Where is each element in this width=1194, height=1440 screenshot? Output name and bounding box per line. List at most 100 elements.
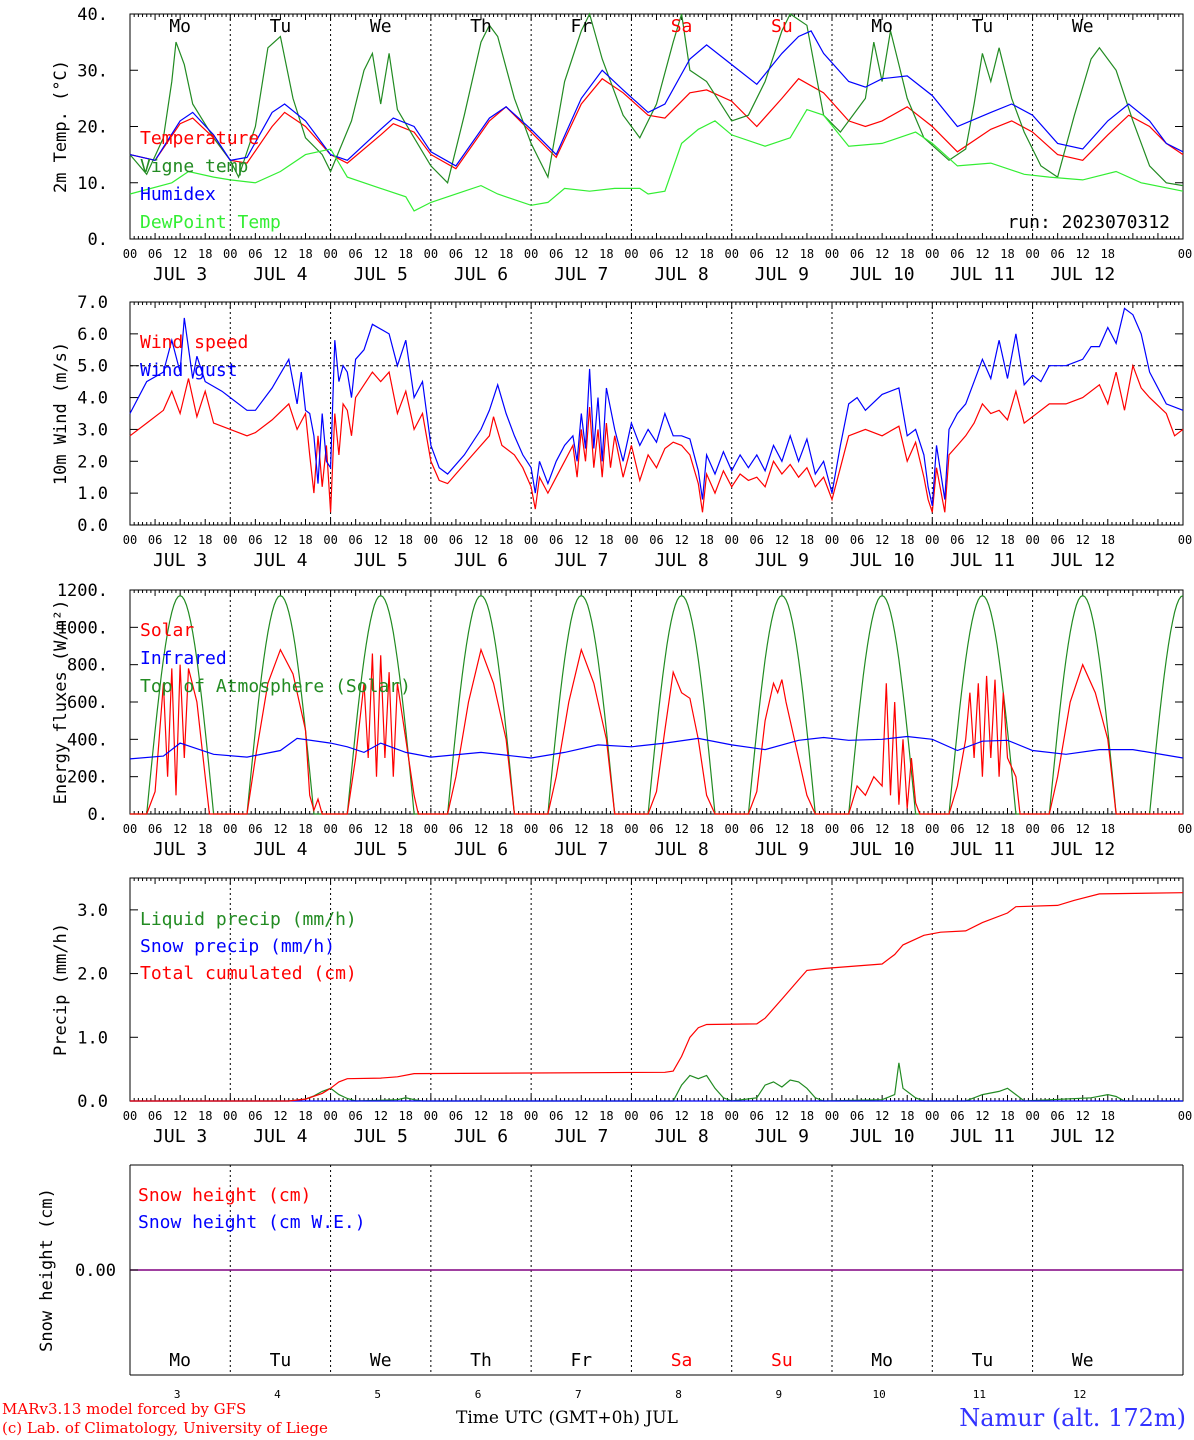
hour-label: 18 — [198, 1109, 212, 1123]
y-tick-label: 0. — [88, 805, 108, 825]
date-label: JUL 5 — [354, 839, 408, 860]
date-label: JUL 12 — [1050, 550, 1115, 571]
hour-label: 18 — [1101, 247, 1115, 261]
hour-label: 00 — [424, 247, 438, 261]
hour-label: 06 — [148, 1109, 162, 1123]
date-label: JUL 12 — [1050, 839, 1115, 860]
hour-label: 18 — [198, 822, 212, 836]
date-label: JUL 10 — [850, 550, 915, 571]
hour-label: 06 — [449, 1109, 463, 1123]
hour-label: 06 — [950, 822, 964, 836]
hour-label: 06 — [850, 822, 864, 836]
y-tick-label: 0. — [88, 230, 108, 250]
hour-label: 00 — [925, 247, 939, 261]
hour-label: 12 — [1075, 247, 1089, 261]
station-name: Namur (alt. 172m) — [959, 1404, 1186, 1432]
hour-label: 00 — [624, 247, 638, 261]
date-label: JUL 5 — [354, 1126, 408, 1147]
hour-label: 18 — [1101, 533, 1115, 547]
hour-label: 00 — [424, 1109, 438, 1123]
hour-label: 06 — [449, 533, 463, 547]
legend-entry: Humidex — [140, 184, 216, 205]
hour-label: 18 — [399, 822, 413, 836]
series-dewpoint-temp — [129, 108, 1184, 212]
legend-entry: Wind speed — [140, 332, 248, 353]
hour-label: 06 — [649, 822, 663, 836]
hour-label: 06 — [549, 247, 563, 261]
hour-label: 18 — [800, 247, 814, 261]
legend-entry: Snow precip (mm/h) — [140, 936, 335, 957]
y-tick-label: 4.0 — [77, 389, 108, 409]
day-number: 4 — [274, 1388, 281, 1401]
legend-entry: DewPoint Temp — [140, 212, 281, 233]
hour-label: 18 — [399, 1109, 413, 1123]
hour-label: 06 — [950, 1109, 964, 1123]
legend-entry: Temperature — [140, 128, 259, 149]
hour-label: 12 — [173, 247, 187, 261]
hour-label: 12 — [574, 822, 588, 836]
hour-label: 06 — [1050, 822, 1064, 836]
hour-label: 12 — [474, 822, 488, 836]
hour-label: 12 — [173, 822, 187, 836]
hour-label: 00 — [724, 247, 738, 261]
y-tick-label: 0.00 — [75, 1261, 116, 1281]
legend-entry: Vigne temp — [140, 156, 248, 177]
day-name: Fr — [570, 1350, 592, 1371]
hour-label: 00 — [123, 1109, 137, 1123]
day-name: We — [1072, 16, 1094, 37]
hour-label: 00 — [1025, 247, 1039, 261]
hour-label: 18 — [699, 1109, 713, 1123]
hour-label: 12 — [273, 247, 287, 261]
day-name: Tu — [270, 16, 292, 37]
hour-label: 12 — [875, 247, 889, 261]
day-number: 3 — [174, 1388, 181, 1401]
y-tick-label: 600. — [67, 693, 108, 713]
hour-label: 18 — [599, 533, 613, 547]
day-name: We — [1072, 1350, 1094, 1371]
hour-label: 00 — [223, 533, 237, 547]
day-number: 11 — [973, 1388, 986, 1401]
hour-label: 00 — [724, 1109, 738, 1123]
hour-label: 18 — [399, 533, 413, 547]
date-label: JUL 4 — [253, 839, 307, 860]
date-label: JUL 9 — [755, 839, 809, 860]
y-axis-title: Energy fluxes (W/m²) — [51, 600, 71, 805]
y-tick-label: 10. — [77, 174, 108, 194]
y-tick-label: 1000. — [57, 618, 108, 638]
hour-label: 06 — [148, 247, 162, 261]
hour-label: 18 — [599, 1109, 613, 1123]
hour-label: 00 — [825, 1109, 839, 1123]
date-label: JUL 9 — [755, 550, 809, 571]
hour-label: 06 — [649, 1109, 663, 1123]
panel-frame-3 — [129, 589, 1184, 815]
hour-label: 18 — [499, 1109, 513, 1123]
hour-label: 18 — [900, 822, 914, 836]
hour-label: 12 — [273, 1109, 287, 1123]
hour-label: 00 — [724, 822, 738, 836]
hour-label: 18 — [900, 1109, 914, 1123]
day-number: 9 — [776, 1388, 783, 1401]
hour-label: 00 — [524, 533, 538, 547]
hour-label: 12 — [373, 822, 387, 836]
legend-entry: Liquid precip (mm/h) — [140, 909, 357, 930]
series-toa-solar — [130, 594, 1184, 815]
day-name: Su — [771, 1350, 793, 1371]
hour-label: 18 — [198, 247, 212, 261]
y-axis-title: 10m Wind (m/s) — [51, 342, 71, 485]
hour-label: 00 — [524, 1109, 538, 1123]
date-label: JUL 6 — [454, 1126, 508, 1147]
hour-label: 12 — [574, 247, 588, 261]
hour-label: 18 — [800, 822, 814, 836]
hour-label: 18 — [399, 247, 413, 261]
y-tick-label: 3.0 — [77, 420, 108, 440]
hour-label: 18 — [298, 247, 312, 261]
hour-label: 12 — [775, 1109, 789, 1123]
day-name: Tu — [270, 1350, 292, 1371]
hour-label: 06 — [248, 533, 262, 547]
hour-label: 00 — [223, 1109, 237, 1123]
hour-label: 00 — [624, 822, 638, 836]
date-label: JUL 11 — [950, 1126, 1015, 1147]
hour-label: 00 — [1025, 533, 1039, 547]
day-name: Mo — [169, 1350, 191, 1371]
day-name: Fr — [570, 16, 592, 37]
